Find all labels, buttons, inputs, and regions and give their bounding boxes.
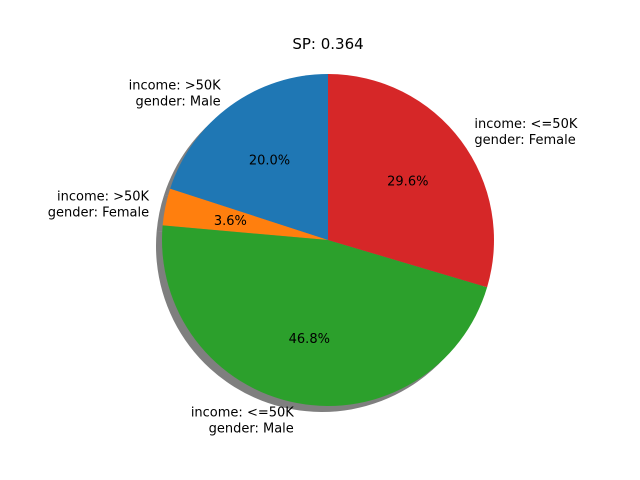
slice-label-line1: income: <=50K xyxy=(474,117,577,132)
pie-slice xyxy=(162,188,328,240)
slice-category-label: income: >50K gender: Female xyxy=(48,190,150,221)
pie-slice xyxy=(170,73,328,240)
slice-label-line1: income: <=50K xyxy=(191,405,294,420)
pie-slices xyxy=(162,73,494,406)
slice-percent-label: 46.8% xyxy=(289,332,330,347)
slice-label-line2: gender: Male xyxy=(209,421,294,436)
slice-category-label: income: <=50K gender: Male xyxy=(191,405,294,436)
slice-label-line2: gender: Female xyxy=(48,206,149,221)
slice-category-label: income: >50K gender: Male xyxy=(129,78,222,109)
slice-label-line2: gender: Male xyxy=(136,94,221,109)
slice-label-line1: income: >50K xyxy=(129,78,222,93)
slice-percent-label: 20.0% xyxy=(249,153,290,168)
pie-slice xyxy=(162,225,488,406)
pie-slice xyxy=(328,74,494,288)
pie-labels: 20.0%income: >50K gender: Male3.6%income:… xyxy=(48,78,578,436)
slice-percent-label: 3.6% xyxy=(214,214,247,229)
chart-title: SP: 0.364 xyxy=(292,35,363,53)
slice-label-line2: gender: Female xyxy=(474,133,575,148)
slice-percent-label: 29.6% xyxy=(387,174,428,189)
slice-label-line1: income: >50K xyxy=(57,190,150,205)
slice-category-label: income: <=50K gender: Female xyxy=(474,117,577,148)
